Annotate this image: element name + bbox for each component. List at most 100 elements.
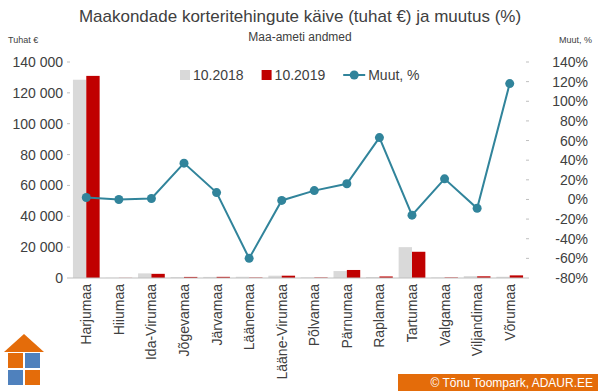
y-tick xyxy=(67,123,70,124)
logo-roof xyxy=(4,334,44,352)
marker xyxy=(277,196,286,205)
title: Maakondade korteritehingute käive (tuhat… xyxy=(79,7,521,26)
legend-swatch xyxy=(262,70,272,80)
y-tick xyxy=(67,185,70,186)
x-tick-label: Jõgevamaa xyxy=(176,284,192,357)
y2-tick-label: 140% xyxy=(552,54,588,70)
y2-tick xyxy=(526,238,529,239)
y2-tick xyxy=(526,62,529,63)
y-tick xyxy=(67,154,70,155)
y2-tick xyxy=(526,120,529,121)
bar xyxy=(86,76,99,278)
y2-tick-label: -80% xyxy=(555,270,588,286)
x-tick-label: Harjumaa xyxy=(78,284,94,345)
legend-label: 10.2018 xyxy=(193,67,244,83)
y-tick-label: 100 000 xyxy=(12,116,63,132)
y2-tick-label: -60% xyxy=(555,250,588,266)
plot-area xyxy=(73,76,523,278)
y2-tick-label: 0% xyxy=(568,191,588,207)
y2-tick xyxy=(526,140,529,141)
y-tick-label: 140 000 xyxy=(12,54,63,70)
marker xyxy=(212,188,221,197)
bar xyxy=(399,247,412,278)
y-tick-label: 80 000 xyxy=(20,147,63,163)
y-tick xyxy=(67,247,70,248)
x-tick-label: Läänemaa xyxy=(241,284,257,350)
x-tick-label: Ida-Virumaa xyxy=(143,284,159,360)
y-tick-label: 120 000 xyxy=(12,85,63,101)
marker xyxy=(180,159,189,168)
x-tick-label: Viljandimaa xyxy=(469,284,485,356)
y2-tick xyxy=(526,101,529,102)
credit: © Tõnu Toompark, ADAUR.EE xyxy=(431,376,593,390)
x-tick-label: Raplamaa xyxy=(371,284,387,348)
x-axis xyxy=(70,278,526,279)
y-tick-label: 60 000 xyxy=(20,177,63,193)
y2-tick-label: -40% xyxy=(555,231,588,247)
y-axis-label: Tuhat € xyxy=(8,35,38,45)
y2-tick-label: 20% xyxy=(560,172,588,188)
y2-tick-label: -20% xyxy=(555,211,588,227)
x-tick-label: Põlvamaa xyxy=(306,284,322,346)
legend-swatch xyxy=(350,71,359,80)
bar xyxy=(151,274,164,278)
x-tick-label: Pärnumaa xyxy=(339,284,355,349)
y2-tick xyxy=(526,199,529,200)
x-tick-label: Hiiumaa xyxy=(111,284,127,336)
marker xyxy=(473,204,482,213)
y2-tick-label: 100% xyxy=(552,93,588,109)
x-tick-label: Tartumaa xyxy=(404,284,420,343)
subtitle: Maa-ameti andmed xyxy=(248,30,351,44)
x-tick-label: Valgamaa xyxy=(437,284,453,346)
legend: 10.2018 10.2019 Muut, % xyxy=(180,67,420,83)
logo-piece xyxy=(25,370,40,385)
y-tick-label: 0 xyxy=(55,270,63,286)
y-tick xyxy=(67,62,70,63)
marker xyxy=(342,179,351,188)
legend-label: 10.2019 xyxy=(275,67,326,83)
credit-box xyxy=(398,374,598,391)
logo-piece xyxy=(8,370,23,385)
y-tick xyxy=(67,92,70,93)
marker xyxy=(375,133,384,142)
y-tick-label: 40 000 xyxy=(20,208,63,224)
legend-label: Muut, % xyxy=(368,67,419,83)
y2-tick xyxy=(526,219,529,220)
legend-swatch xyxy=(180,70,190,80)
x-tick-label: Võrumaa xyxy=(502,284,518,341)
marker xyxy=(82,193,91,202)
bar xyxy=(73,80,86,278)
logo-piece xyxy=(8,353,23,368)
marker xyxy=(245,254,254,263)
bar xyxy=(347,270,360,278)
x-tick-label: Lääne-Virumaa xyxy=(274,284,290,380)
y2-tick xyxy=(526,81,529,82)
line xyxy=(86,84,509,259)
marker xyxy=(505,79,514,88)
x-tick-label: Järvamaa xyxy=(209,284,225,346)
bar xyxy=(138,273,151,278)
y2-tick-label: 80% xyxy=(560,113,588,129)
y-tick xyxy=(67,278,70,279)
y-tick xyxy=(67,216,70,217)
y2-tick-label: 40% xyxy=(560,152,588,168)
marker xyxy=(408,211,417,220)
y2-tick xyxy=(526,278,529,279)
bar xyxy=(334,271,347,278)
marker xyxy=(310,186,319,195)
logo xyxy=(4,334,44,385)
bar xyxy=(412,252,425,278)
y2-tick-label: 60% xyxy=(560,133,588,149)
marker xyxy=(440,174,449,183)
y-tick-label: 20 000 xyxy=(20,239,63,255)
logo-piece xyxy=(25,353,40,368)
marker xyxy=(114,195,123,204)
marker xyxy=(147,194,156,203)
y2-tick xyxy=(526,160,529,161)
y2-tick xyxy=(526,258,529,259)
y2-tick-label: 120% xyxy=(552,74,588,90)
chart: Maakondade korteritehingute käive (tuhat… xyxy=(0,0,600,392)
y2-tick xyxy=(526,179,529,180)
background xyxy=(0,0,600,392)
y2-axis-label: Muut, % xyxy=(559,35,592,45)
